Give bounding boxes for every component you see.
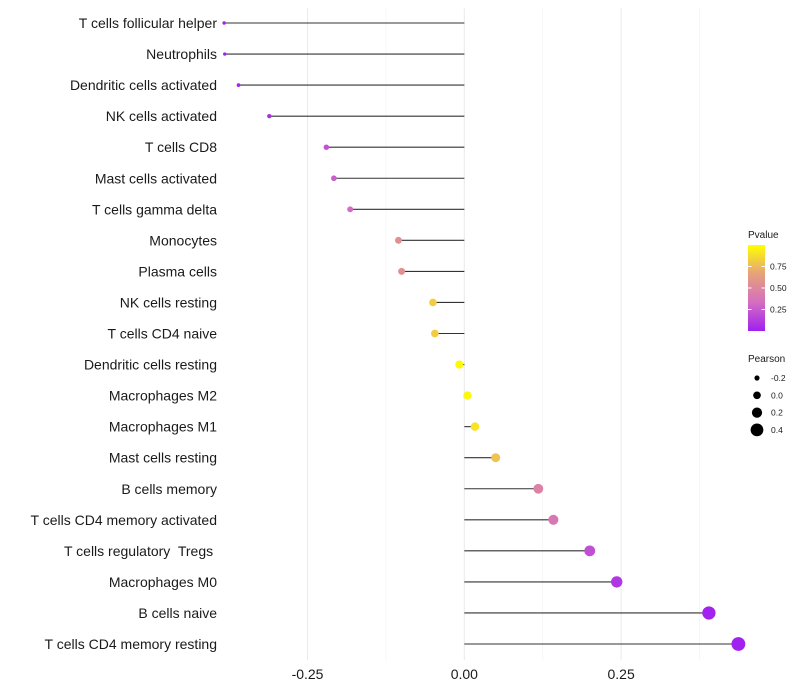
point-t-cells-cd4-memory-activated	[548, 514, 559, 525]
pvalue-legend-label: 0.50	[770, 283, 787, 293]
category-label-t-cells-cd8: T cells CD8	[145, 139, 217, 155]
point-t-cells-follicular-helper	[222, 21, 226, 25]
category-label-neutrophils: Neutrophils	[146, 46, 217, 62]
pearson-legend-label: 0.0	[771, 390, 783, 400]
category-label-t-cells-cd4-memory-activated: T cells CD4 memory activated	[31, 512, 217, 528]
x-tick-label: -0.25	[292, 666, 324, 682]
category-label-t-cells-cd4-naive: T cells CD4 naive	[108, 326, 218, 342]
x-tick-label: 0.25	[607, 666, 634, 682]
category-label-t-cells-gamma-delta: T cells gamma delta	[92, 201, 217, 217]
point-dendritic-cells-resting	[455, 360, 464, 369]
pearson-legend-dot	[750, 423, 764, 437]
point-t-cells-regulatory-tregs	[584, 545, 596, 557]
point-macrophages-m2	[463, 391, 472, 400]
category-label-macrophages-m1: Macrophages M1	[109, 419, 217, 435]
category-label-b-cells-naive: B cells naive	[138, 605, 217, 621]
pearson-legend-dot	[753, 391, 761, 400]
point-mast-cells-resting	[491, 453, 501, 463]
category-label-b-cells-memory: B cells memory	[121, 481, 217, 497]
point-b-cells-memory	[533, 483, 544, 494]
point-b-cells-naive	[702, 606, 716, 620]
x-axis-tick-labels: -0.25 0.00 0.25	[292, 666, 635, 682]
category-label-plasma-cells: Plasma cells	[138, 263, 217, 279]
pvalue-colorbar	[748, 245, 765, 331]
category-label-macrophages-m0: Macrophages M0	[109, 574, 217, 590]
category-label-macrophages-m2: Macrophages M2	[109, 388, 217, 404]
category-label-mast-cells-activated: Mast cells activated	[95, 170, 217, 186]
point-t-cells-gamma-delta	[347, 206, 354, 213]
pvalue-legend-label: 0.75	[770, 262, 787, 272]
point-macrophages-m1	[470, 422, 480, 431]
point-mast-cells-activated	[331, 175, 337, 182]
category-label-t-cells-regulatory-tregs: T cells regulatory Tregs	[64, 543, 217, 559]
category-label-t-cells-follicular-helper: T cells follicular helper	[79, 15, 218, 31]
pearson-legend-title: Pearson	[748, 354, 785, 365]
point-nk-cells-resting	[429, 298, 437, 307]
category-label-nk-cells-resting: NK cells resting	[120, 294, 217, 310]
gridlines	[306, 8, 700, 660]
point-monocytes	[394, 236, 402, 244]
point-nk-cells-activated	[267, 113, 272, 119]
category-label-dendritic-cells-activated: Dendritic cells activated	[70, 77, 217, 93]
pearson-legend-label: -0.2	[771, 373, 786, 383]
category-label-monocytes: Monocytes	[149, 232, 217, 248]
category-label-mast-cells-resting: Mast cells resting	[109, 450, 217, 466]
category-label-dendritic-cells-resting: Dendritic cells resting	[84, 357, 217, 373]
point-neutrophils	[223, 52, 227, 56]
category-label-t-cells-cd4-memory-resting: T cells CD4 memory resting	[45, 636, 217, 652]
point-macrophages-m0	[611, 576, 623, 588]
lollipop-stems	[224, 22, 739, 645]
point-t-cells-cd4-memory-resting	[731, 637, 746, 651]
pearson-legend-label: 0.2	[771, 408, 783, 418]
pvalue-legend-label: 0.25	[770, 305, 787, 315]
pearson-legend: Pearson -0.2 0.0 0.2 0.4	[748, 354, 786, 437]
point-plasma-cells	[398, 267, 406, 275]
point-dendritic-cells-activated	[236, 83, 241, 87]
point-t-cells-cd4-naive	[431, 329, 439, 338]
pvalue-legend: Pvalue 0.25 0.50 0.75	[748, 230, 787, 331]
point-t-cells-cd8	[323, 144, 330, 150]
x-tick-label: 0.00	[451, 666, 478, 682]
lollipop-points	[222, 21, 746, 651]
y-axis-labels: T cells follicular helper Neutrophils Dend…	[31, 15, 218, 652]
category-label-nk-cells-activated: NK cells activated	[106, 108, 217, 124]
pearson-legend-dot	[754, 375, 760, 381]
pearson-legend-label: 0.4	[771, 425, 783, 435]
pvalue-legend-title: Pvalue	[748, 230, 779, 241]
pearson-legend-dot	[751, 407, 763, 418]
